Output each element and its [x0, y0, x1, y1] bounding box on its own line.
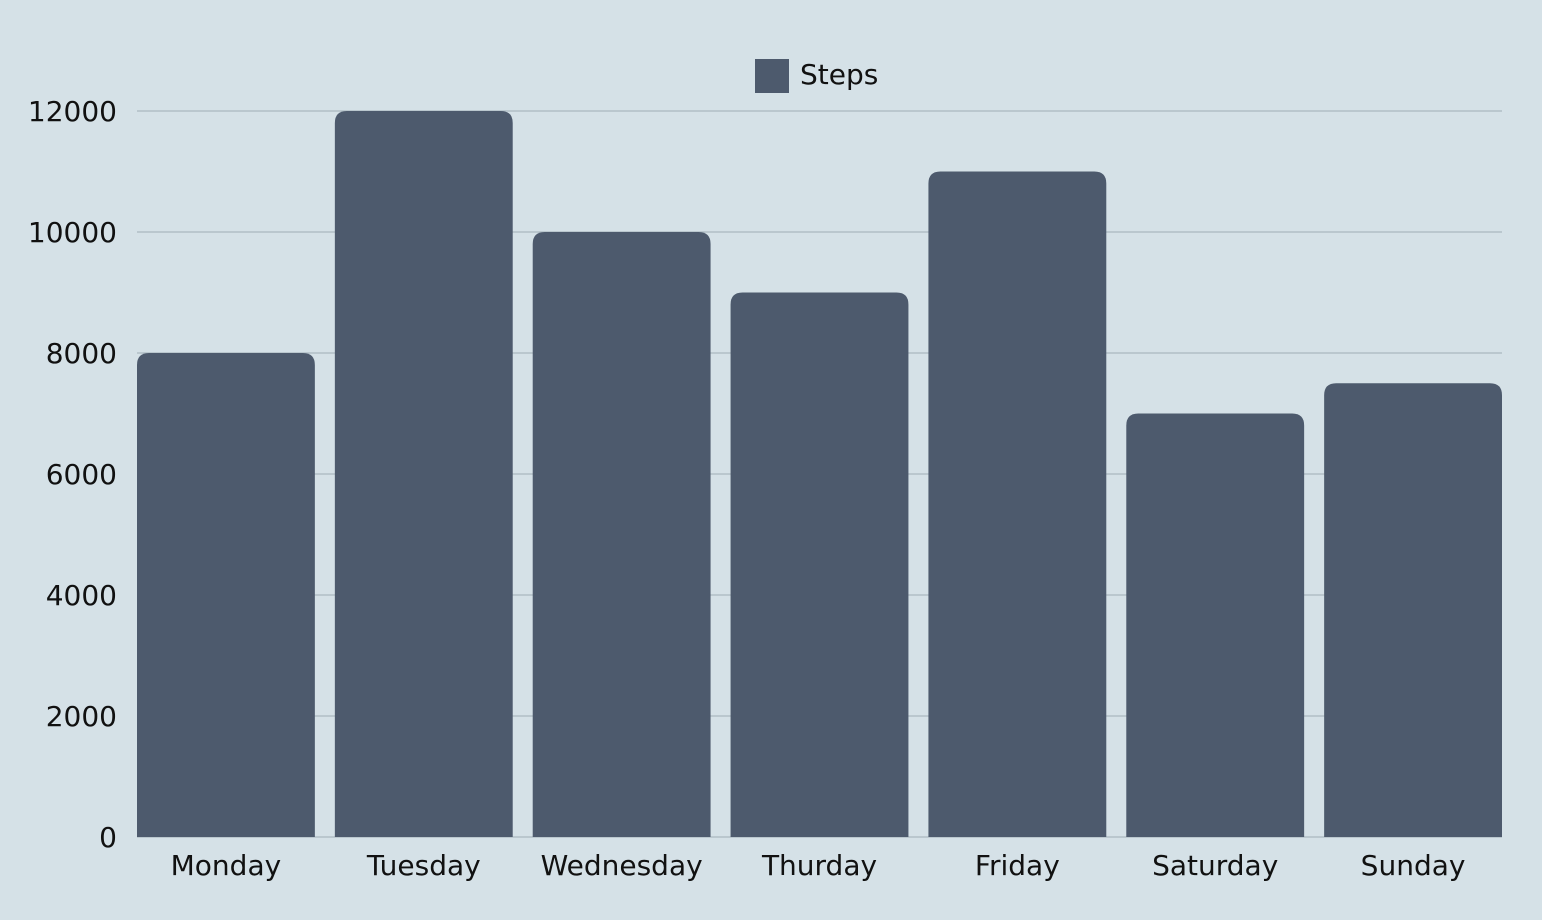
y-tick-label: 8000 [46, 337, 117, 370]
bar-sunday [1324, 383, 1502, 837]
x-tick-label: Wednesday [541, 849, 703, 882]
x-tick-label: Tuesday [366, 849, 481, 882]
y-tick-label: 2000 [46, 700, 117, 733]
legend: Steps [755, 58, 878, 93]
bars [137, 111, 1502, 837]
x-tick-label: Monday [171, 849, 282, 882]
legend-label-steps: Steps [800, 58, 878, 91]
bar-friday [928, 171, 1107, 837]
bar-saturday [1126, 413, 1305, 837]
legend-swatch-steps [755, 59, 789, 93]
y-tick-label: 6000 [46, 458, 117, 491]
bar-monday [137, 353, 315, 837]
bar-wednesday [532, 232, 711, 837]
x-axis: Monday Tuesday Wednesday Thurday Friday Satur… [171, 849, 1466, 882]
x-tick-label: Sunday [1361, 849, 1466, 882]
y-tick-label: 10000 [28, 216, 117, 249]
bar-thurday [730, 292, 909, 837]
x-tick-label: Thurday [761, 849, 877, 882]
y-tick-label: 4000 [46, 579, 117, 612]
x-tick-label: Saturday [1152, 849, 1278, 882]
x-tick-label: Friday [975, 849, 1060, 882]
y-axis: 0 2000 4000 6000 8000 10000 12000 [28, 95, 117, 854]
bar-tuesday [334, 111, 513, 837]
y-tick-label: 12000 [28, 95, 117, 128]
y-tick-label: 0 [99, 821, 117, 854]
